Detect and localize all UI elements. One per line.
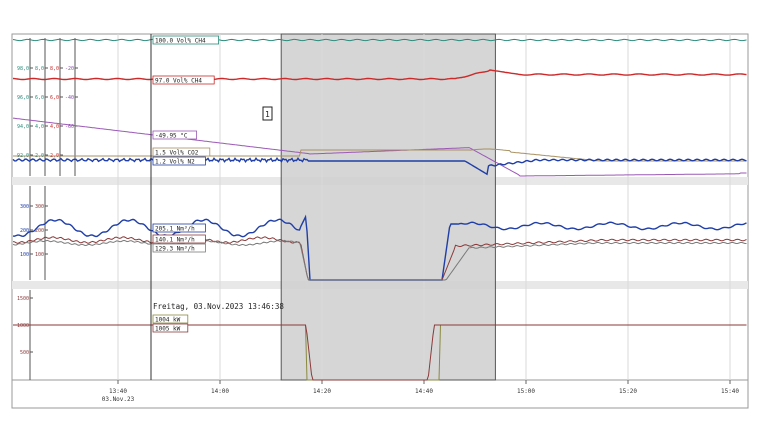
svg-text:205.1 Nm³/h: 205.1 Nm³/h <box>155 225 195 232</box>
series-label-ch4_top: 100.0 Vol% CH4 <box>152 35 219 45</box>
svg-text:140.1 Nm³/h: 140.1 Nm³/h <box>155 236 195 243</box>
x-tick-label: 15:20 <box>619 388 637 395</box>
svg-text:1004 kW: 1004 kW <box>155 316 181 323</box>
x-tick-label: 14:20 <box>313 388 331 395</box>
series-line-ch4 <box>12 69 747 81</box>
y-tick-label: 8,0 <box>35 66 44 72</box>
y-tick-label: 96,0 <box>17 95 29 101</box>
y-tick-label: 94,0 <box>17 124 29 130</box>
series-line-temp <box>12 117 747 177</box>
svg-text:1.2 Vol% N2: 1.2 Vol% N2 <box>155 158 195 165</box>
series-label-flow1: 205.1 Nm³/h <box>152 223 206 233</box>
y-tick-label: 100 <box>35 252 44 258</box>
svg-text:1.5 Vol% CO2: 1.5 Vol% CO2 <box>155 149 199 156</box>
series-labels: 100.0 Vol% CH4 97.0 Vol% CH4 -49.95 °C 1.5 … <box>152 35 219 333</box>
svg-text:100.0 Vol% CH4: 100.0 Vol% CH4 <box>155 37 206 44</box>
marker-label: 1 <box>265 110 270 119</box>
y-tick-label: 6,0 <box>35 95 44 101</box>
series-label-flow3: 129.3 Nm³/h <box>152 243 206 253</box>
x-date-label: 03.Nov.23 <box>102 396 135 403</box>
series-label-flow2: 140.1 Nm³/h <box>152 234 206 244</box>
x-tick-label: 15:00 <box>517 388 535 395</box>
series-line-ch4_top <box>12 38 747 42</box>
series-label-ch4: 97.0 Vol% CH4 <box>152 75 215 85</box>
marker-1[interactable]: 1 <box>262 106 273 121</box>
y-tick-label: 4,0 <box>50 124 59 130</box>
series-line-co2 <box>13 148 747 162</box>
x-tick-label: 14:00 <box>211 388 229 395</box>
series-line-n2 <box>12 156 747 176</box>
series-label-temp: -49.95 °C <box>152 130 197 140</box>
y-tick-label: 98,0 <box>17 66 29 72</box>
vertical-gridlines <box>117 34 731 384</box>
series-lines <box>12 38 747 381</box>
svg-text:1005 kW: 1005 kW <box>155 325 181 332</box>
y-tick-label: 100 <box>20 252 29 258</box>
y-tick-label: 6,0 <box>50 95 59 101</box>
y-tick-label: 1000 <box>17 323 29 329</box>
x-tick-label: 14:40 <box>415 388 433 395</box>
y-tick-label: 8,0 <box>50 66 59 72</box>
cursor-timestamp: Freitag, 03.Nov.2023 13:46:38 <box>153 302 284 311</box>
y-tick-label: 300 <box>35 204 44 210</box>
series-label-co2: 1.5 Vol% CO2 <box>152 147 211 157</box>
y-tick-label: -20 <box>65 66 74 72</box>
series-line-power2 <box>13 324 747 381</box>
highlight-range[interactable] <box>280 33 496 381</box>
svg-text:-49.95 °C: -49.95 °C <box>155 132 188 139</box>
y-tick-label: 500 <box>20 350 29 356</box>
y-tick-label: -40 <box>65 95 74 101</box>
series-line-flow3 <box>12 239 747 281</box>
x-tick-labels: 13:40 14:00 14:20 14:40 15:00 15:20 15:40 <box>109 388 739 395</box>
y-tick-label: 300 <box>20 204 29 210</box>
series-label-power1: 1004 kW <box>152 314 189 324</box>
svg-text:97.0 Vol% CH4: 97.0 Vol% CH4 <box>155 77 202 84</box>
y-tick-label: 4,0 <box>35 124 44 130</box>
series-label-n2: 1.2 Vol% N2 <box>152 156 206 166</box>
x-tick-label: 15:40 <box>721 388 739 395</box>
y-tick-label: 200 <box>35 228 44 234</box>
y-tick-label: -60 <box>65 124 74 130</box>
y-tick-label: 1500 <box>17 296 29 302</box>
y-tick-label: 200 <box>20 228 29 234</box>
x-tick-label: 13:40 <box>109 388 127 395</box>
series-label-power2: 1005 kW <box>152 323 189 333</box>
svg-text:129.3 Nm³/h: 129.3 Nm³/h <box>155 245 195 252</box>
